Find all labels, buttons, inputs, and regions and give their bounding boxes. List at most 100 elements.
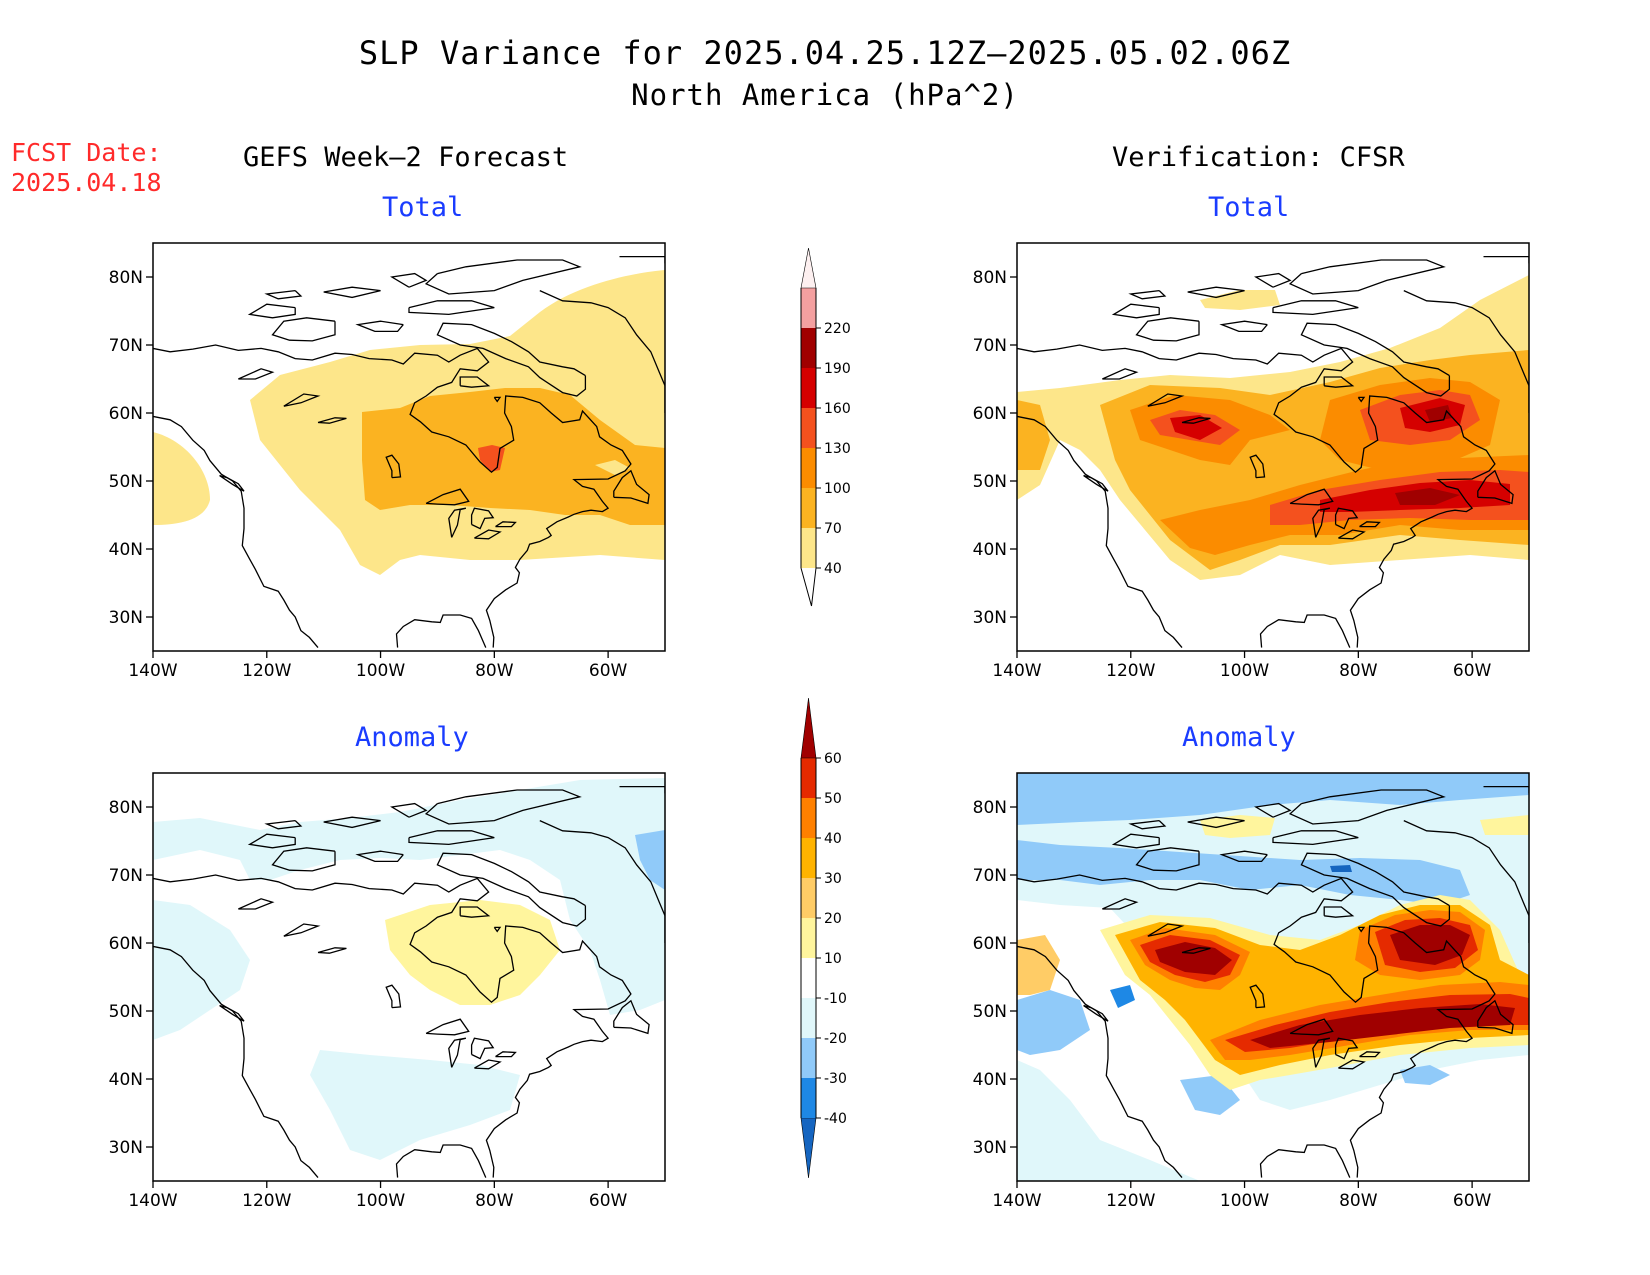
coastline <box>271 317 336 342</box>
coastline <box>425 1018 470 1036</box>
coastline <box>1477 999 1514 1035</box>
coastline <box>1181 947 1211 954</box>
colorbar-anomaly-top-arrow <box>800 697 817 759</box>
coastline <box>1147 393 1185 407</box>
colorbar-total-swatch <box>801 408 816 448</box>
coastline <box>219 1004 245 1022</box>
coastline <box>1288 259 1446 295</box>
coastline <box>436 322 587 397</box>
colorbar-total-label: 160 <box>824 401 851 417</box>
coastline <box>1300 852 1451 927</box>
coastline <box>1272 830 1359 846</box>
lat-tick-label: 50N <box>973 472 1007 492</box>
coastline <box>459 906 491 918</box>
coastline <box>408 830 495 846</box>
coastline <box>238 368 275 380</box>
coastline <box>493 396 502 403</box>
lat-tick-label: 70N <box>973 336 1007 356</box>
lon-tick-label: 120W <box>242 661 291 681</box>
coastline <box>1102 898 1139 910</box>
coastline <box>395 614 487 648</box>
colorbar-anomaly-bottom-arrow <box>800 1117 817 1179</box>
coastline <box>1289 488 1334 506</box>
coastline <box>1259 614 1351 648</box>
lon-tick-label: 140W <box>128 661 177 681</box>
coastline <box>1128 289 1167 300</box>
colorbar-anomaly-label: -10 <box>824 991 847 1007</box>
colorbar-anomaly: -40 -30 -20 -10 10 20 30 40 50 60 <box>800 697 847 1179</box>
forecast-anomaly-frame <box>152 772 666 1182</box>
verification-total-map <box>1017 243 1529 651</box>
coastline <box>1249 454 1266 479</box>
fcst-date-value: 2025.04.18 <box>11 168 162 197</box>
coastline <box>355 320 404 333</box>
verification-anomaly-map <box>1017 773 1529 1181</box>
colorbar-total-label: 70 <box>824 521 842 537</box>
coastline <box>1128 819 1167 830</box>
lat-tick-label: 50N <box>973 1002 1007 1022</box>
colorbar-total-label: 190 <box>824 361 851 377</box>
coastline <box>355 850 404 863</box>
forecast-anomaly-coastlines <box>153 785 665 1179</box>
coastline <box>1181 417 1211 424</box>
coastline <box>317 947 347 954</box>
coastline <box>1323 906 1355 918</box>
colorbar-anomaly-label: 50 <box>824 791 842 807</box>
lat-tick-label: 60N <box>109 404 143 424</box>
coastline <box>247 833 296 849</box>
coastline <box>264 289 303 300</box>
coastline <box>619 785 665 794</box>
sub-title: North America (hPa^2) <box>631 78 1019 112</box>
coastline <box>390 802 428 818</box>
lat-tick-label: 80N <box>109 268 143 288</box>
coastline <box>1403 290 1529 413</box>
lon-tick-label: 60W <box>1453 1191 1492 1211</box>
colorbar-total-swatch <box>801 448 816 488</box>
coastline <box>1259 1144 1351 1178</box>
colorbar-anomaly-swatch <box>801 758 816 798</box>
coastline <box>474 1059 502 1070</box>
coastline <box>539 290 665 413</box>
coastline <box>495 1051 517 1058</box>
colorbar-total-label: 40 <box>824 561 842 577</box>
lon-tick-label: 80W <box>1339 1191 1378 1211</box>
coastline <box>1111 833 1160 849</box>
verification-total-title: Total <box>1208 192 1290 223</box>
coastline <box>153 415 319 649</box>
lon-tick-label: 80W <box>475 661 514 681</box>
forecast-column-title: GEFS Week–2 Forecast <box>243 142 569 173</box>
colorbar-anomaly-swatch <box>801 838 816 878</box>
coastline <box>153 945 319 1179</box>
coastline <box>323 286 381 299</box>
coastline <box>390 272 428 288</box>
verification-anomaly-title: Anomaly <box>1182 722 1296 753</box>
colorbar-anomaly-label: -20 <box>824 1031 847 1047</box>
lon-tick-label: 60W <box>589 1191 628 1211</box>
coastline <box>425 488 470 506</box>
colorbar-anomaly-label: -40 <box>824 1111 847 1127</box>
lat-tick-label: 30N <box>973 608 1007 628</box>
colorbar-anomaly-label: -30 <box>824 1071 847 1087</box>
colorbar-anomaly-swatch <box>801 1038 816 1078</box>
coastline <box>1135 847 1200 872</box>
colorbar-total-top-arrow <box>800 247 817 289</box>
coastline <box>448 1037 467 1068</box>
lon-tick-label: 120W <box>1106 661 1155 681</box>
coastline <box>539 820 665 943</box>
lat-tick-label: 70N <box>109 336 143 356</box>
coastline <box>1483 785 1529 794</box>
coastline <box>1477 469 1514 505</box>
verification-anomaly-coastlines <box>1017 785 1529 1179</box>
forecast-total-frame <box>152 242 666 652</box>
lon-tick-label: 100W <box>356 1191 405 1211</box>
colorbar-anomaly-label: 30 <box>824 871 842 887</box>
coastline <box>1111 303 1160 319</box>
fcst-date-label: FCST Date: <box>11 138 162 167</box>
verification-total-frame <box>1016 242 1530 652</box>
lat-tick-label: 30N <box>109 608 143 628</box>
coastline <box>1312 1037 1331 1068</box>
lat-tick-label: 30N <box>973 1138 1007 1158</box>
lat-tick-label: 60N <box>973 934 1007 954</box>
coastline <box>153 344 632 648</box>
coastline <box>1403 820 1529 943</box>
